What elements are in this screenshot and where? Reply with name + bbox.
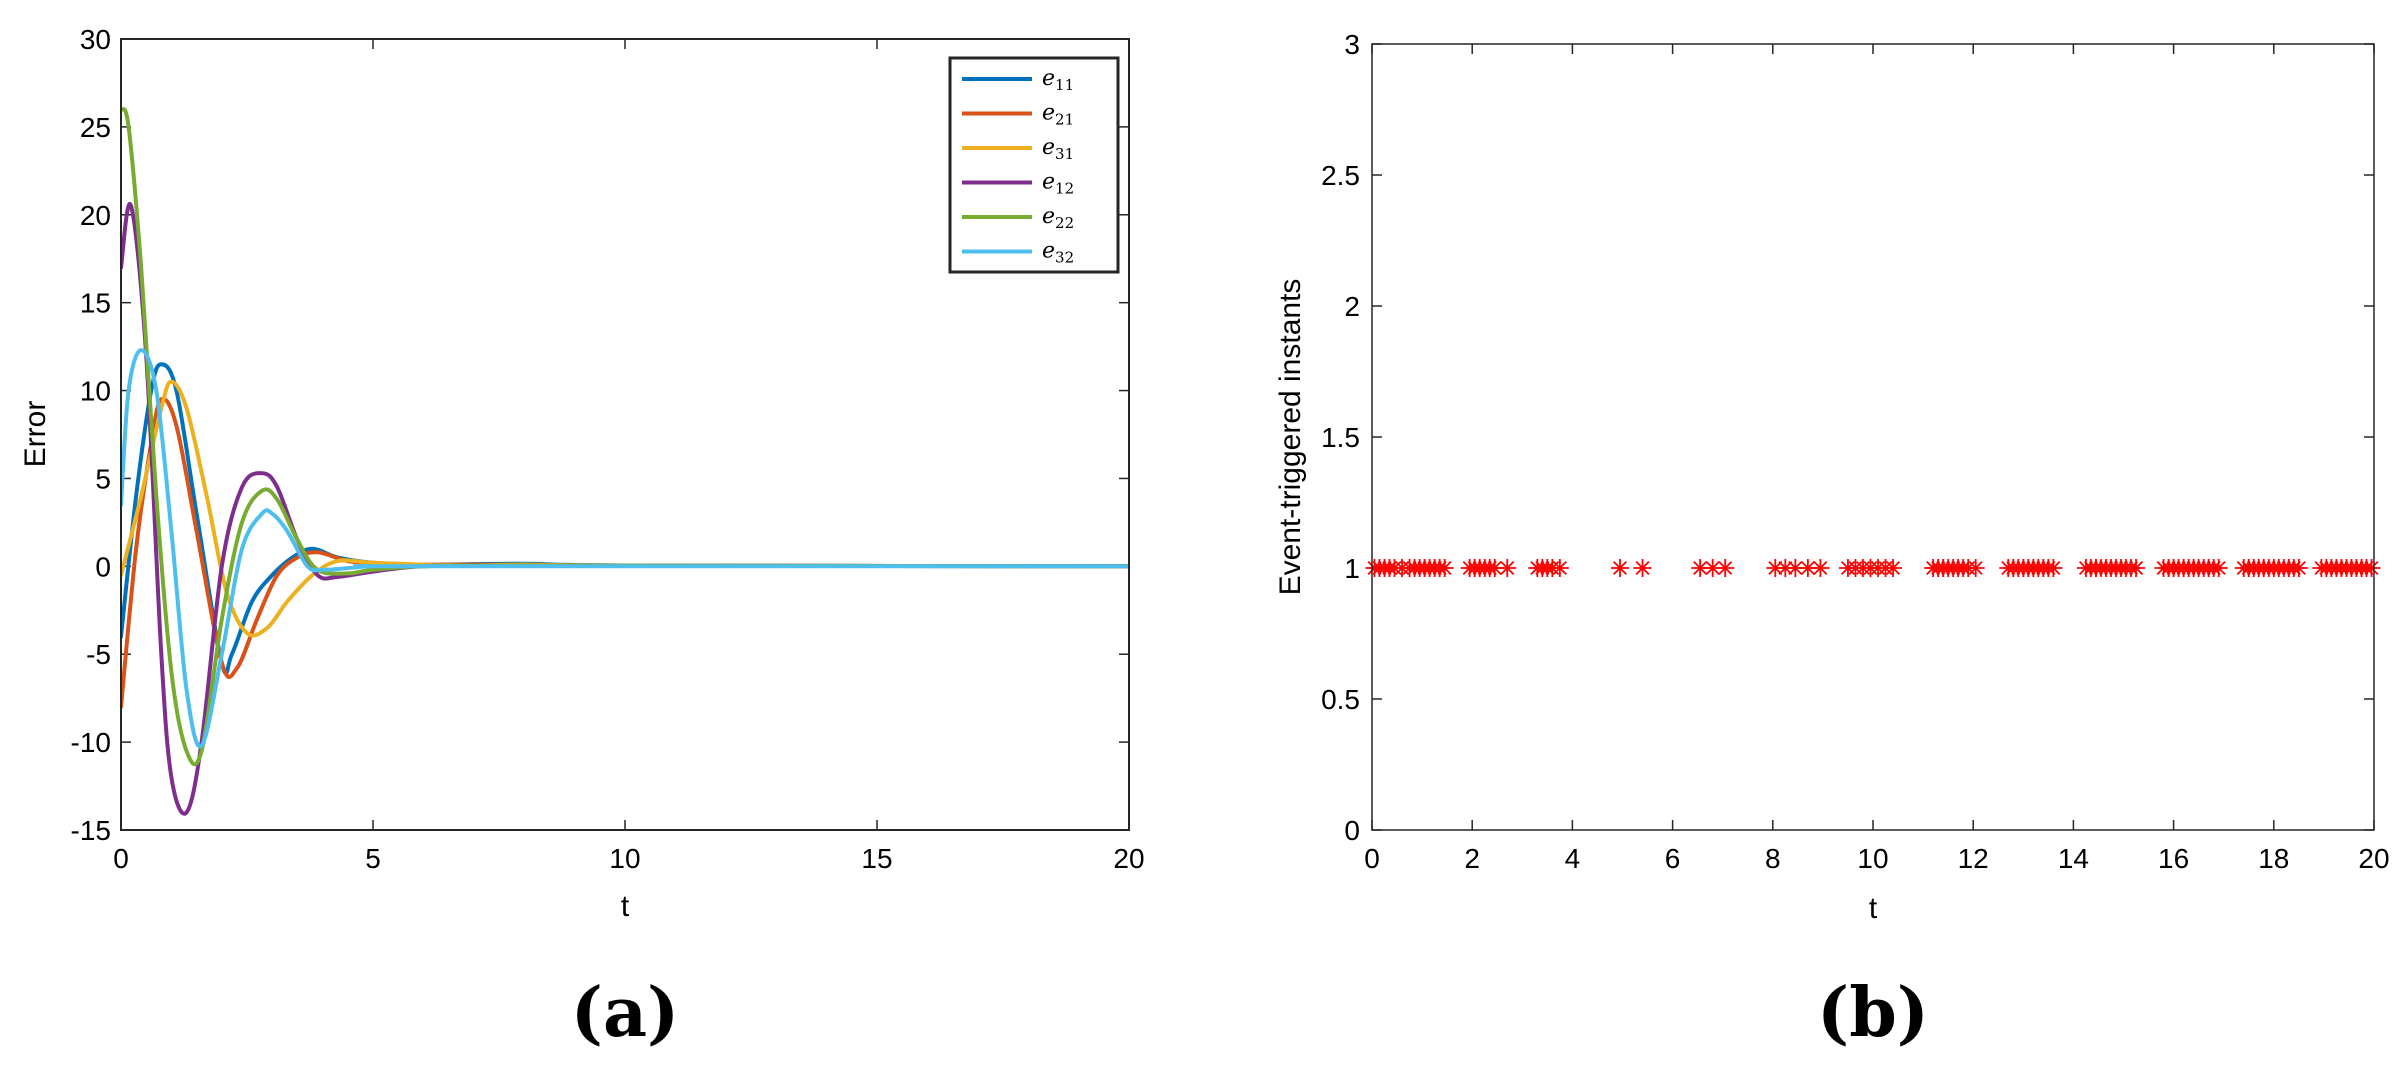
- chart-a-legend-sub: 32: [1055, 249, 1074, 267]
- chart-b-axes-box: [1371, 43, 2375, 831]
- chart-a-series-e32: [121, 348, 1129, 749]
- chart-b-xtick-label: 8: [1765, 843, 1781, 874]
- chart-b-event-marker: [1610, 559, 1629, 577]
- chart-a-ytick-label: 10: [80, 376, 111, 407]
- chart-a-legend-entry: e22: [1042, 204, 1074, 232]
- chart-b-event-marker: [2127, 559, 2146, 577]
- chart-b-ytick-label: 2.5: [1321, 160, 1360, 191]
- chart-a-legend-name: e: [1042, 66, 1055, 91]
- chart-b-event-marker: [1811, 559, 1830, 577]
- chart-a-legend-entry: e11: [1042, 66, 1074, 94]
- chart-a-legend-name: e: [1042, 204, 1055, 229]
- chart-a-xtick-label: 10: [609, 843, 640, 874]
- chart-a-axes-box: [120, 38, 1130, 831]
- chart-a-xtick-label: 5: [365, 843, 381, 874]
- chart-b-xtick-label: 20: [2358, 843, 2389, 874]
- chart-a-legend-sub: 12: [1055, 180, 1074, 198]
- chart-b-event-marker: [2044, 559, 2063, 577]
- chart-a-ytick-label: 20: [80, 200, 111, 231]
- chart-a-legend-sub: 21: [1055, 111, 1074, 129]
- chart-a-xtick-label: 20: [1113, 843, 1144, 874]
- chart-b: 0 2 4 6 8 10 12 14 16 18 20 0 0.5 1 1.5 2 2.5 3 t Event-t…: [1274, 29, 2390, 1053]
- chart-a-legend-name: e: [1042, 135, 1055, 160]
- chart-b-xtick-label: 10: [1857, 843, 1888, 874]
- chart-b-xtick-label: 6: [1665, 843, 1681, 874]
- chart-a-ylabel: Error: [19, 401, 52, 468]
- chart-b-ytick-label: 3: [1344, 29, 1360, 60]
- chart-a-legend-sub: 22: [1055, 214, 1074, 232]
- chart-b-xtick-label: 12: [1958, 843, 1989, 874]
- chart-a-legend-entry: e32: [1042, 239, 1074, 267]
- chart-b-xtick-label: 0: [1364, 843, 1380, 874]
- chart-b-ylabel: Event-triggered instants: [1274, 279, 1307, 596]
- chart-a-legend-entry: e21: [1042, 101, 1074, 129]
- chart-b-event-marker: [2209, 559, 2228, 577]
- chart-b-ytick-label: 0.5: [1321, 684, 1360, 715]
- chart-b-event-marker: [1550, 559, 1569, 577]
- chart-b-xlabel: t: [1869, 892, 1878, 925]
- chart-b-event-marker: [1966, 559, 1985, 577]
- chart-b-xtick-label: 18: [2258, 843, 2289, 874]
- chart-a-xlabel: t: [621, 890, 630, 923]
- chart-a-ytick-label: 0: [95, 551, 111, 582]
- chart-b-event-marker: [1716, 559, 1735, 577]
- chart-a-ytick-label: -15: [71, 815, 111, 846]
- chart-b-xtick-label: 16: [2158, 843, 2189, 874]
- chart-a-ytick-label: 15: [80, 288, 111, 319]
- chart-b-event-marker: [2289, 559, 2308, 577]
- chart-b-event-marker: [1633, 559, 1652, 577]
- chart-a-legend-name: e: [1042, 170, 1055, 195]
- chart-b-panel-label: (b): [1817, 973, 1929, 1053]
- chart-a-legend-sub: 11: [1055, 76, 1074, 94]
- chart-b-event-marker: [1435, 559, 1454, 577]
- chart-b-ytick-label: 2: [1344, 291, 1360, 322]
- chart-a-legend-box: [948, 56, 1120, 274]
- chart-b-plot-area: [1372, 44, 2374, 830]
- chart-b-event-marker: [1485, 559, 1504, 577]
- chart-a-xtick-label: 0: [113, 843, 129, 874]
- chart-b-event-marker: [2362, 559, 2381, 577]
- chart-b-event-marker: [1498, 559, 1517, 577]
- chart-a-ytick-label: 30: [80, 24, 111, 55]
- chart-a-legend-name: e: [1042, 101, 1055, 126]
- chart-a-ytick-label: -5: [86, 639, 111, 670]
- chart-a-legend-entry: e12: [1042, 170, 1074, 198]
- chart-b-ytick-label: 1.5: [1321, 422, 1360, 453]
- chart-a-ytick-label: 25: [80, 112, 111, 143]
- chart-a-ytick-label: 5: [95, 463, 111, 494]
- chart-a-ytick-label: -10: [71, 727, 111, 758]
- chart-a-xtick-label: 15: [861, 843, 892, 874]
- chart-b-xtick-label: 2: [1464, 843, 1480, 874]
- chart-a-legend-name: e: [1042, 239, 1055, 264]
- chart-b-xtick-label: 14: [2058, 843, 2089, 874]
- chart-b-ytick-label: 1: [1344, 553, 1360, 584]
- chart-a-panel-label: (a): [571, 973, 679, 1053]
- chart-b-ytick-label: 0: [1344, 815, 1360, 846]
- chart-b-xtick-label: 4: [1565, 843, 1581, 874]
- chart-b-event-marker: [1884, 559, 1903, 577]
- chart-a-legend-sub: 31: [1055, 145, 1074, 163]
- chart-a-legend-entry: e31: [1042, 135, 1074, 163]
